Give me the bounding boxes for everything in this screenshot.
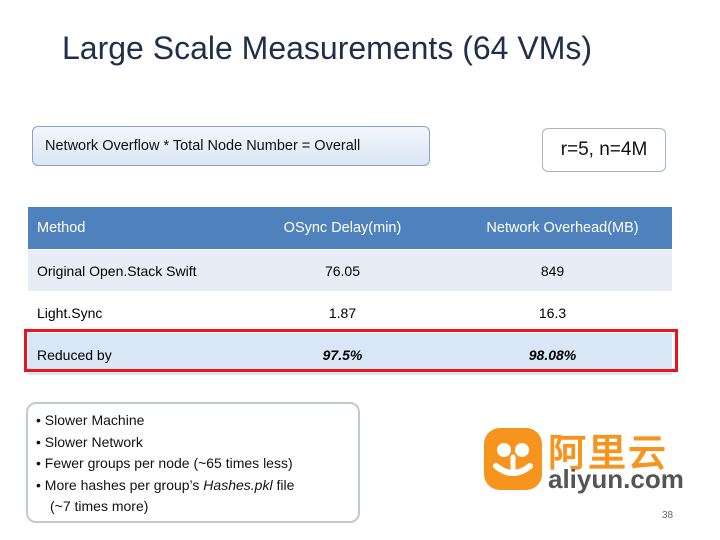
cell-network-overhead: 16.3 bbox=[538, 304, 567, 321]
cell-method: Original Open.Stack Swift bbox=[37, 262, 197, 279]
table-row: Original Open.Stack Swift 76.05 849 bbox=[28, 250, 672, 292]
note-item: • Slower Network bbox=[36, 433, 143, 450]
note-item: (~7 times more) bbox=[36, 496, 350, 518]
note-text: file bbox=[272, 476, 295, 493]
table-row-reduced: Reduced by 97.5% 98.08% bbox=[28, 334, 672, 376]
page-number: 38 bbox=[662, 510, 674, 521]
params-box: r=5, n=4M bbox=[542, 128, 666, 172]
note-text: Slower Machine bbox=[44, 412, 145, 428]
params-text: r=5, n=4M bbox=[560, 139, 648, 160]
note-filename: Hashes.pkl bbox=[203, 476, 273, 493]
cell-sync-delay: 76.05 bbox=[324, 262, 361, 279]
note-item: • Fewer groups per node (~65 times less) bbox=[36, 455, 293, 471]
aliyun-logo-icon bbox=[484, 428, 542, 490]
table-row: Light.Sync 1.87 16.3 bbox=[28, 292, 672, 334]
cell-sync-delay: 1.87 bbox=[328, 304, 357, 321]
note-text: (~7 times more) bbox=[50, 498, 149, 514]
formula-text: Network Overflow * Total Node Number = O… bbox=[45, 138, 361, 154]
aliyun-logo-en: aliyun.com bbox=[548, 464, 684, 494]
aliyun-logo-cn: 阿里云 bbox=[548, 431, 669, 475]
formula-box: Network Overflow * Total Node Number = O… bbox=[32, 126, 430, 166]
cell-sync-delay: 97.5% bbox=[322, 346, 363, 363]
note-item: • More hashes per group’s Hashes.pkl fil… bbox=[36, 476, 295, 493]
note-item: • Slower Machine bbox=[36, 412, 145, 428]
results-table: Method OSync Delay(min) Network Overhead… bbox=[28, 207, 672, 376]
cell-method: Light.Sync bbox=[37, 304, 103, 321]
header-network-overhead: Network Overhead(MB) bbox=[486, 220, 639, 236]
note-text: More hashes per group’s bbox=[44, 476, 204, 493]
slide-title: Large Scale Measurements (64 VMs) bbox=[62, 30, 592, 66]
notes-box: • Slower Machine • Slower Network • Fewe… bbox=[26, 402, 360, 523]
header-method: Method bbox=[37, 220, 86, 236]
cell-network-overhead: 849 bbox=[540, 262, 565, 279]
note-text: Fewer groups per node (~65 times less) bbox=[44, 455, 293, 471]
header-sync-delay: OSync Delay(min) bbox=[283, 220, 402, 236]
table-header-row: Method OSync Delay(min) Network Overhead… bbox=[28, 207, 672, 250]
note-text: Slower Network bbox=[44, 433, 143, 450]
aliyun-logo: 阿里云 aliyun.com bbox=[482, 424, 684, 494]
cell-network-overhead: 98.08% bbox=[528, 346, 577, 363]
cell-method: Reduced by bbox=[37, 346, 112, 363]
